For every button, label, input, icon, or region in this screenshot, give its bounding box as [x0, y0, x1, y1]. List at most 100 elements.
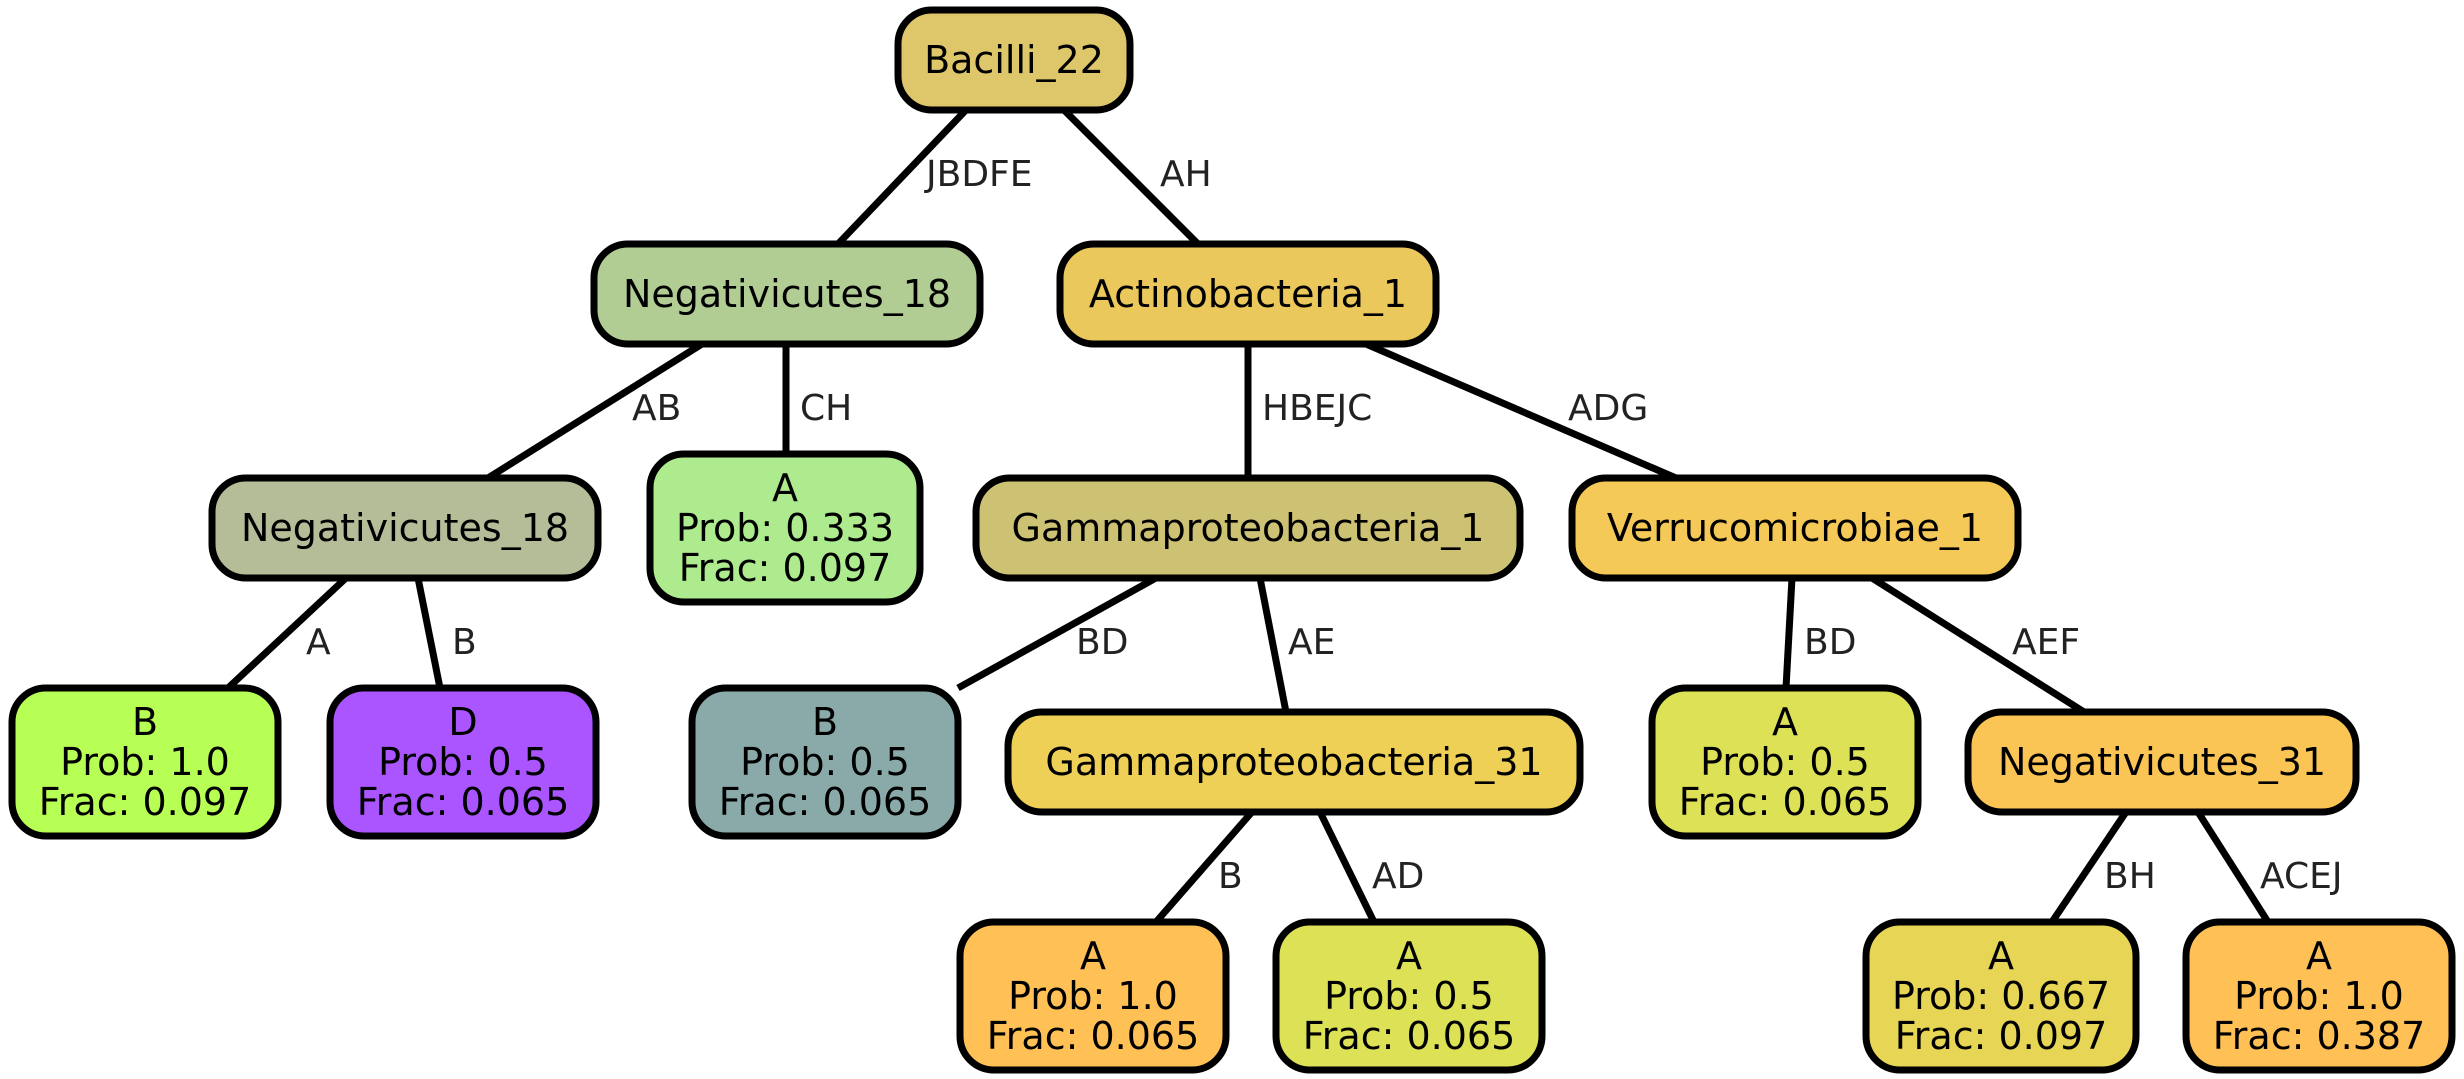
nodes-layer: Bacilli_22 Negativicutes_18 Actinobacteria… — [8, 6, 2456, 1074]
node-stat: Frac: 0.065 — [1679, 780, 1892, 824]
edge-n5-n9 — [956, 574, 1158, 692]
node-box — [1862, 918, 2140, 1074]
node-stat: Frac: 0.387 — [2213, 1014, 2426, 1058]
edge-n0-n1 — [835, 107, 969, 247]
node-box — [8, 684, 282, 840]
tree-node: Actinobacteria_1 — [1056, 240, 1440, 348]
node-stat: Prob: 0.5 — [1700, 740, 1870, 784]
node-box — [2182, 918, 2456, 1074]
node-stat: Prob: 0.5 — [740, 740, 910, 784]
node-stat: Frac: 0.097 — [39, 780, 252, 824]
edge-label: BD — [1804, 622, 1856, 663]
edge-n3-n7 — [225, 575, 349, 691]
edge-n3-n8 — [414, 577, 444, 689]
edge-label: AEF — [2012, 622, 2080, 663]
node-stat: Prob: 0.333 — [676, 506, 894, 550]
tree-node: Gammaproteobacteria_1 — [972, 474, 1524, 582]
node-title: Actinobacteria_1 — [1089, 272, 1407, 316]
node-box — [1648, 684, 1922, 840]
node-stat: Prob: 0.5 — [378, 740, 548, 784]
edge-label: ACEJ — [2260, 856, 2343, 897]
edge-label: BD — [1076, 622, 1128, 663]
node-stat: Prob: 1.0 — [1008, 974, 1178, 1018]
node-box — [590, 240, 984, 348]
node-box — [1568, 474, 2022, 582]
edge-label: AH — [1160, 154, 1212, 195]
edge-n12-n15 — [2049, 810, 2129, 924]
node-stat: Prob: 0.5 — [1324, 974, 1494, 1018]
node-box — [1964, 708, 2360, 816]
edge-label: BH — [2104, 856, 2156, 897]
edge-label: AD — [1372, 856, 1424, 897]
node-title: Negativicutes_18 — [623, 272, 951, 316]
edge-label: ADG — [1568, 388, 1648, 429]
node-title: Negativicutes_31 — [1998, 740, 2326, 784]
node-box — [894, 6, 1134, 114]
node-box — [646, 450, 924, 606]
node-title: A — [1772, 700, 1798, 744]
node-title: A — [1396, 934, 1422, 978]
node-title: Verrucomicrobiae_1 — [1607, 506, 1983, 550]
edge-n2-n6 — [1364, 340, 1678, 482]
node-title: A — [1080, 934, 1106, 978]
node-title: Gammaproteobacteria_1 — [1012, 506, 1485, 550]
tree-node: Verrucomicrobiae_1 — [1568, 474, 2022, 582]
node-box — [208, 474, 602, 582]
node-stat: Prob: 0.667 — [1892, 974, 2110, 1018]
edge-label: AE — [1288, 622, 1335, 663]
edge-n12-n16 — [2195, 810, 2271, 924]
node-stat: Frac: 0.065 — [719, 780, 932, 824]
tree-node: Negativicutes_18 — [208, 474, 602, 582]
edge-n10-n13 — [1153, 809, 1255, 925]
node-title: A — [772, 466, 798, 510]
node-box — [1056, 240, 1440, 348]
node-title: A — [2306, 934, 2332, 978]
node-box — [1004, 708, 1584, 816]
node-title: D — [448, 700, 477, 744]
edge-label: CH — [800, 388, 852, 429]
node-title: B — [132, 700, 158, 744]
edge-n0-n2 — [1061, 107, 1201, 247]
node-box — [972, 474, 1524, 582]
tree-node: Bacilli_22 — [894, 6, 1134, 114]
edge-label: HBEJC — [1262, 388, 1372, 429]
node-stat: Prob: 1.0 — [2234, 974, 2404, 1018]
node-box — [956, 918, 1230, 1074]
node-title: Bacilli_22 — [924, 38, 1104, 82]
edge-label: JBDFE — [924, 154, 1033, 195]
tree-node: Gammaproteobacteria_31 — [1004, 708, 1584, 816]
node-stat: Frac: 0.097 — [679, 546, 892, 590]
node-stat: Prob: 1.0 — [60, 740, 230, 784]
node-title: Gammaproteobacteria_31 — [1045, 740, 1542, 784]
node-stat: Frac: 0.065 — [357, 780, 570, 824]
edge-n10-n14 — [1316, 810, 1378, 924]
node-stat: Frac: 0.065 — [987, 1014, 1200, 1058]
tree-node: Negativicutes_18 — [590, 240, 984, 348]
edge-n5-n10 — [1256, 577, 1290, 713]
node-title: A — [1988, 934, 2014, 978]
edge-label: AB — [632, 388, 681, 429]
node-stat: Frac: 0.097 — [1895, 1014, 2108, 1058]
node-box — [688, 684, 962, 840]
node-box — [1272, 918, 1546, 1074]
node-title: B — [812, 700, 838, 744]
node-title: Negativicutes_18 — [241, 506, 569, 550]
edge-label: A — [306, 622, 331, 663]
edge-label: B — [452, 622, 477, 663]
node-box — [326, 684, 600, 840]
edge-n1-n3 — [486, 341, 704, 481]
edge-label: B — [1218, 856, 1243, 897]
tree-node: Negativicutes_31 — [1964, 708, 2360, 816]
edge-n6-n12 — [1870, 575, 2086, 715]
